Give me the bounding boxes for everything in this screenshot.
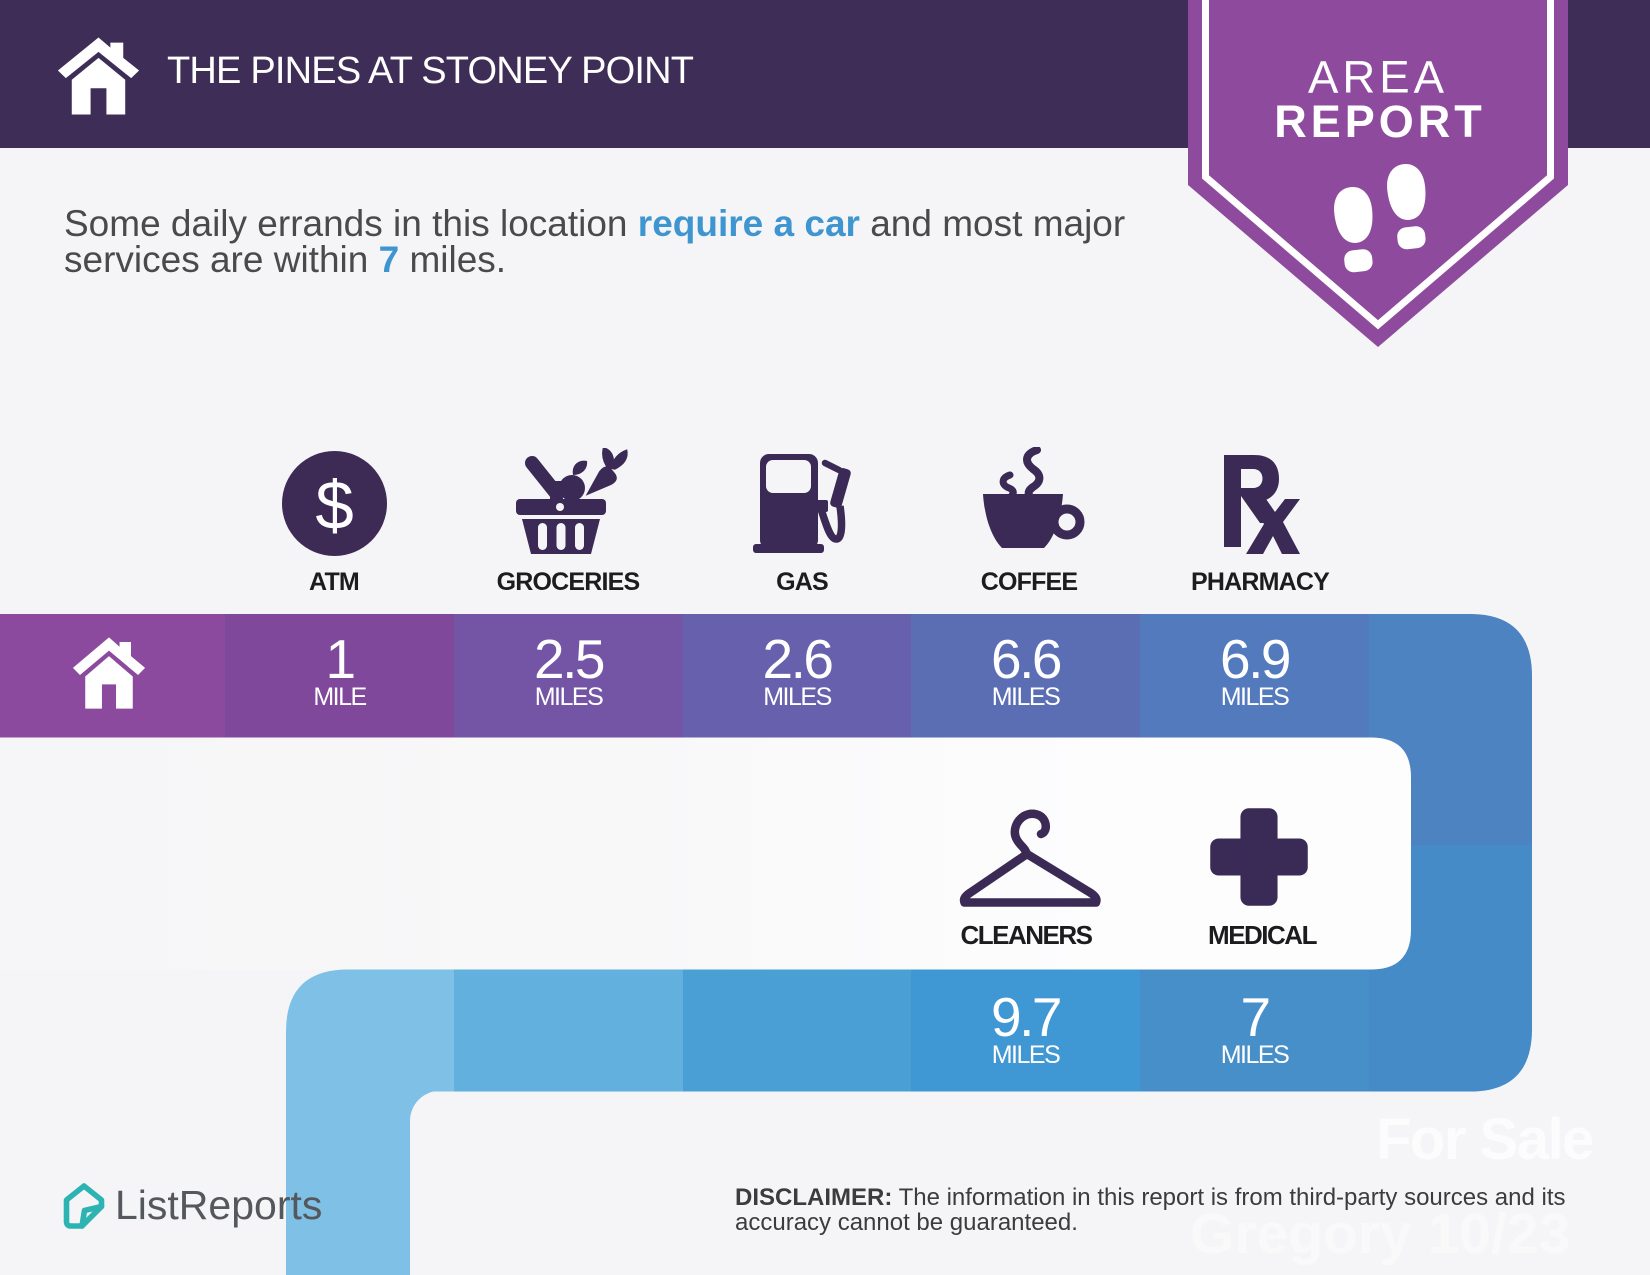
svg-text:REPORT: REPORT (1274, 96, 1486, 147)
svg-text:AREA: AREA (1308, 51, 1448, 102)
svg-text:$: $ (315, 467, 353, 544)
